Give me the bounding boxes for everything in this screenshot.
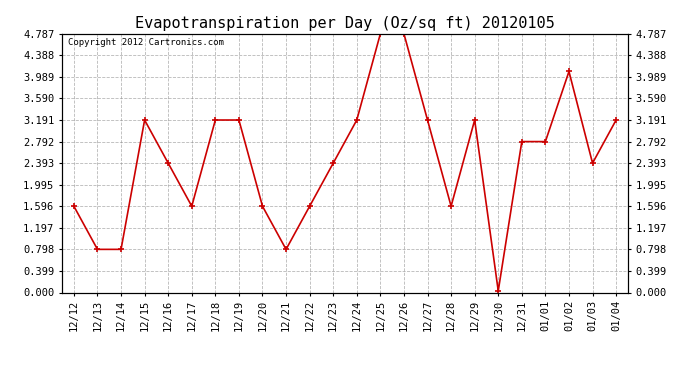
Title: Evapotranspiration per Day (Oz/sq ft) 20120105: Evapotranspiration per Day (Oz/sq ft) 20… bbox=[135, 16, 555, 31]
Text: Copyright 2012 Cartronics.com: Copyright 2012 Cartronics.com bbox=[68, 38, 224, 46]
